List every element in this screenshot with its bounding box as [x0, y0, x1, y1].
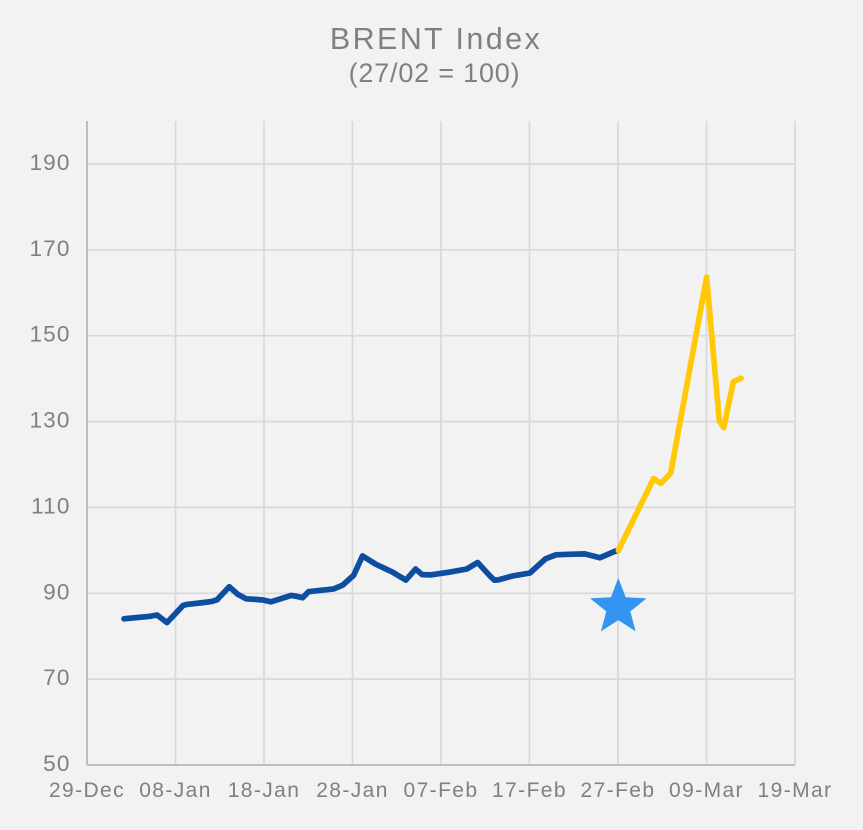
svg-text:BRENT Index: BRENT Index — [330, 22, 542, 56]
svg-text:28-Jan: 28-Jan — [316, 779, 389, 802]
svg-text:190: 190 — [30, 150, 71, 175]
svg-text:18-Jan: 18-Jan — [228, 779, 301, 802]
svg-text:07-Feb: 07-Feb — [404, 779, 479, 802]
svg-text:(27/02 = 100): (27/02 = 100) — [349, 58, 521, 88]
svg-text:29-Dec: 29-Dec — [49, 779, 125, 802]
svg-text:130: 130 — [30, 408, 71, 433]
svg-text:19-Mar: 19-Mar — [758, 779, 833, 802]
svg-text:17-Feb: 17-Feb — [492, 779, 567, 802]
svg-text:150: 150 — [30, 322, 71, 347]
svg-text:70: 70 — [43, 665, 70, 690]
svg-text:08-Jan: 08-Jan — [139, 779, 212, 802]
svg-text:27-Feb: 27-Feb — [581, 779, 656, 802]
svg-text:09-Mar: 09-Mar — [669, 779, 744, 802]
svg-text:170: 170 — [30, 236, 71, 261]
svg-text:110: 110 — [31, 493, 70, 518]
svg-text:90: 90 — [43, 579, 70, 604]
svg-text:50: 50 — [43, 751, 70, 776]
